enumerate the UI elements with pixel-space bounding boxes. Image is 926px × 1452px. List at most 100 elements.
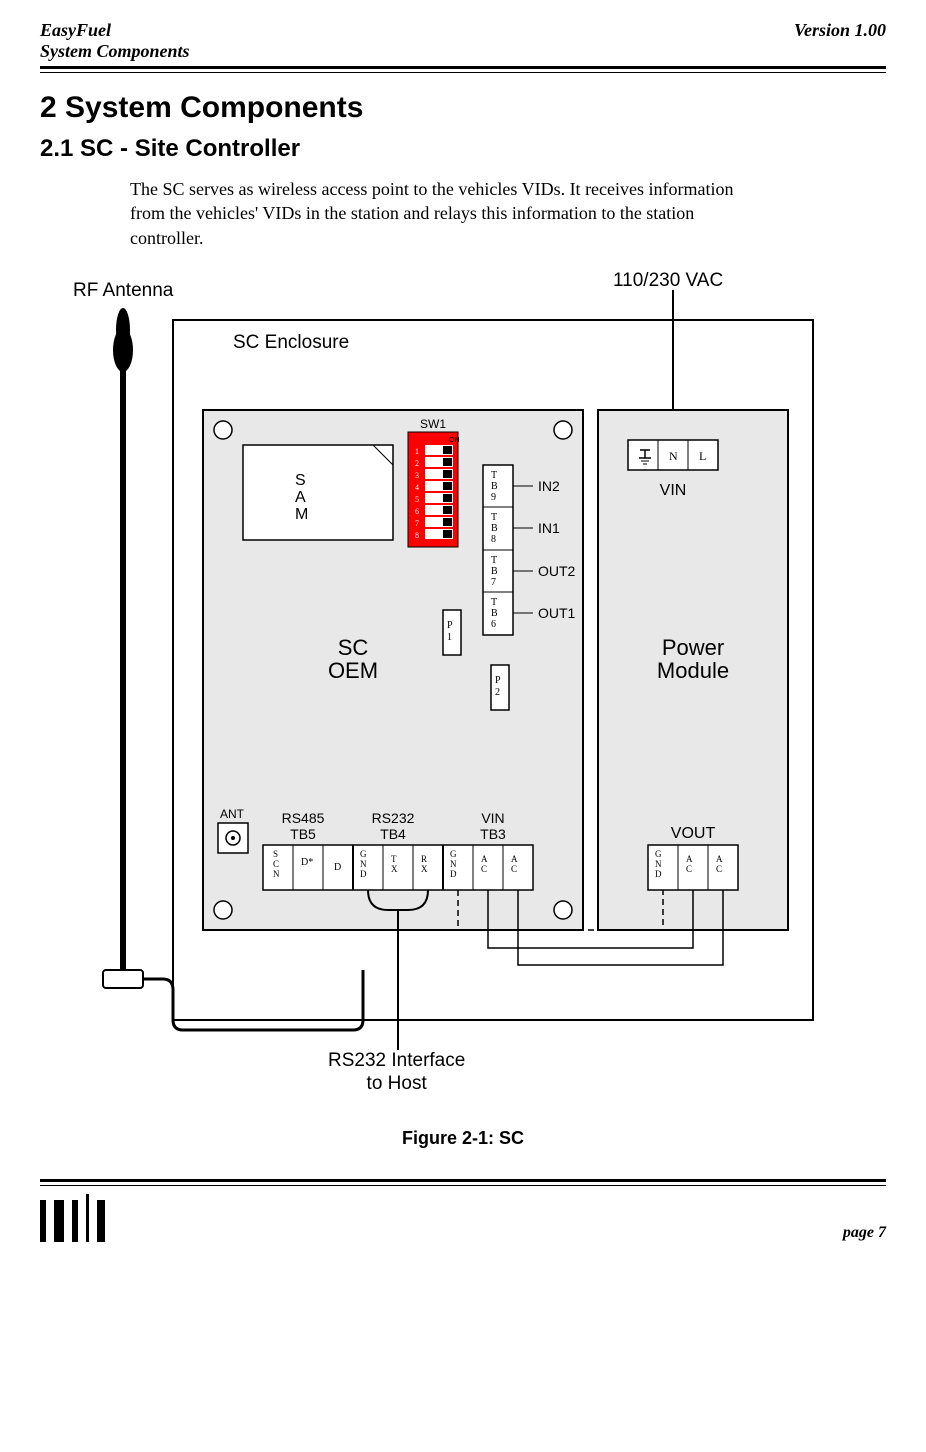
svg-text:T: T [491, 470, 497, 481]
svg-text:C: C [481, 864, 487, 874]
svg-text:D: D [655, 869, 662, 879]
sw1-dip: SW1 ON 1 2 3 4 5 6 7 8 [408, 417, 460, 547]
label-vac: 110/230 VAC [613, 270, 723, 292]
svg-text:Module: Module [657, 658, 729, 683]
svg-text:D: D [450, 869, 457, 879]
svg-text:A: A [716, 854, 723, 864]
sc-oem-board: SC OEM S A M SW1 ON 1 2 3 4 [203, 410, 583, 930]
svg-text:TB5: TB5 [290, 826, 316, 842]
svg-text:S: S [273, 849, 278, 859]
svg-text:2: 2 [495, 687, 500, 698]
svg-text:B: B [491, 481, 498, 492]
svg-text:L: L [699, 449, 706, 463]
svg-text:5: 5 [415, 495, 419, 504]
svg-text:ON: ON [449, 437, 460, 444]
subsection-title: 2.1 SC - Site Controller [40, 135, 886, 163]
svg-text:X: X [421, 864, 428, 874]
svg-text:VIN: VIN [481, 810, 504, 826]
label-rs232-host: RS232 Interface to Host [328, 1050, 465, 1096]
svg-text:P: P [495, 675, 501, 686]
sam-chip: S A M [243, 445, 393, 540]
svg-text:SW1: SW1 [420, 417, 446, 431]
svg-text:T: T [491, 597, 497, 608]
svg-text:D*: D* [301, 857, 313, 868]
svg-text:B: B [491, 566, 498, 577]
header-right-top: Version 1.00 [794, 20, 886, 41]
svg-text:IN2: IN2 [538, 478, 560, 494]
figure-sc-diagram: RF Antenna 110/230 VAC SC Enclosure RS23… [73, 270, 853, 1120]
svg-text:TB3: TB3 [480, 826, 506, 842]
header-left-top: EasyFuel [40, 20, 111, 41]
svg-text:OUT2: OUT2 [538, 563, 576, 579]
svg-text:Power: Power [662, 635, 724, 660]
header-left-bottom: System Components [40, 41, 886, 62]
svg-text:ANT: ANT [220, 807, 245, 821]
bottom-terminals: SCN D* D GND TX RX GND AC AC [263, 845, 533, 890]
svg-text:T: T [491, 555, 497, 566]
svg-text:M: M [295, 506, 308, 523]
svg-text:T: T [391, 854, 397, 864]
label-sc-enclosure: SC Enclosure [233, 332, 349, 354]
svg-text:6: 6 [415, 507, 419, 516]
svg-text:4: 4 [415, 483, 419, 492]
svg-text:N: N [669, 449, 678, 463]
svg-text:7: 7 [415, 519, 419, 528]
svg-text:R: R [421, 854, 427, 864]
page-number: page 7 [843, 1224, 886, 1242]
p2-block [491, 665, 509, 710]
svg-text:D: D [360, 869, 367, 879]
svg-text:1: 1 [415, 447, 419, 456]
header-rule [40, 66, 886, 73]
svg-text:T: T [491, 512, 497, 523]
svg-text:C: C [273, 859, 279, 869]
svg-text:B: B [491, 523, 498, 534]
svg-text:N: N [655, 859, 662, 869]
svg-text:1: 1 [447, 632, 452, 643]
svg-text:VOUT: VOUT [671, 825, 716, 842]
svg-text:N: N [450, 859, 457, 869]
svg-text:B: B [491, 608, 498, 619]
svg-text:A: A [295, 489, 306, 506]
figure-caption: Figure 2-1: SC [40, 1128, 886, 1149]
svg-text:N: N [273, 869, 280, 879]
barcode-icon [40, 1194, 109, 1242]
body-paragraph: The SC serves as wireless access point t… [130, 177, 770, 250]
diagram-svg: SC OEM S A M SW1 ON 1 2 3 4 [73, 270, 853, 1100]
svg-text:SC: SC [338, 635, 369, 660]
svg-text:9: 9 [491, 492, 496, 503]
svg-text:8: 8 [491, 534, 496, 545]
section-title: 2 System Components [40, 91, 886, 125]
page-footer: page 7 [40, 1194, 886, 1242]
label-rf-antenna: RF Antenna [73, 280, 173, 302]
svg-text:A: A [481, 854, 488, 864]
svg-text:G: G [360, 849, 367, 859]
svg-text:N: N [360, 859, 367, 869]
svg-text:6: 6 [491, 619, 496, 630]
svg-text:RS485: RS485 [282, 810, 325, 826]
p1-block [443, 610, 461, 655]
svg-text:D: D [334, 862, 341, 873]
svg-text:IN1: IN1 [538, 520, 560, 536]
svg-text:7: 7 [491, 577, 496, 588]
svg-text:VIN: VIN [660, 482, 687, 499]
svg-text:S: S [295, 472, 306, 489]
page-header: EasyFuel Version 1.00 System Components [40, 20, 886, 73]
svg-text:P: P [447, 620, 453, 631]
svg-text:TB4: TB4 [380, 826, 406, 842]
svg-text:2: 2 [415, 459, 419, 468]
svg-text:RS232: RS232 [372, 810, 415, 826]
footer-rule [40, 1179, 886, 1186]
svg-text:3: 3 [415, 471, 419, 480]
svg-text:X: X [391, 864, 398, 874]
svg-text:G: G [655, 849, 662, 859]
svg-text:OUT1: OUT1 [538, 605, 576, 621]
svg-text:C: C [511, 864, 517, 874]
svg-text:C: C [716, 864, 722, 874]
svg-text:A: A [686, 854, 693, 864]
svg-text:C: C [686, 864, 692, 874]
svg-text:A: A [511, 854, 518, 864]
svg-text:OEM: OEM [328, 658, 378, 683]
svg-text:G: G [450, 849, 457, 859]
svg-text:8: 8 [415, 531, 419, 540]
power-module: Power Module N L VIN VOUT GND AC AC [598, 410, 788, 930]
